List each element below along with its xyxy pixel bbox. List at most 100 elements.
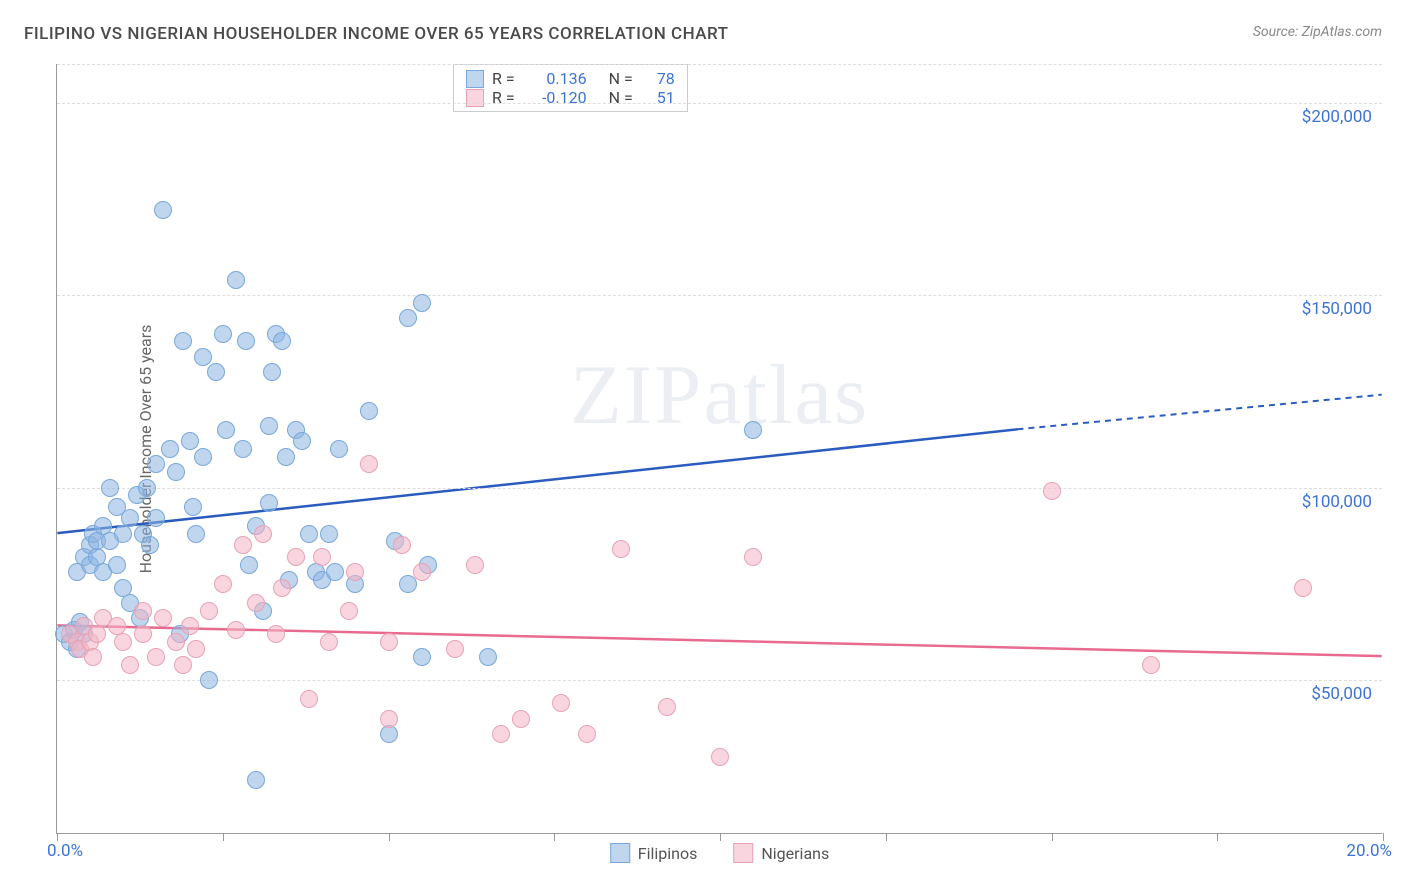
data-point: [200, 671, 218, 689]
data-point: [184, 498, 202, 516]
data-point: [380, 725, 398, 743]
data-point: [273, 332, 291, 350]
stats-box: R = 0.136N = 78R = -0.120N = 51: [453, 64, 688, 112]
data-point: [181, 617, 199, 635]
stats-n-label: N =: [609, 69, 633, 88]
stats-r-value: -0.120: [527, 88, 587, 107]
data-point: [227, 621, 245, 639]
data-point: [744, 548, 762, 566]
data-point: [413, 294, 431, 312]
data-point: [479, 648, 497, 666]
data-point: [346, 563, 364, 581]
data-point: [200, 602, 218, 620]
data-point: [247, 771, 265, 789]
grid-line: [57, 295, 1382, 296]
data-point: [194, 448, 212, 466]
data-point: [154, 201, 172, 219]
data-point: [512, 710, 530, 728]
data-point: [360, 455, 378, 473]
stats-n-value: 51: [645, 88, 675, 107]
legend-item: Nigerians: [733, 843, 829, 863]
data-point: [293, 432, 311, 450]
data-point: [393, 536, 411, 554]
data-point: [167, 633, 185, 651]
data-point: [114, 525, 132, 543]
legend-label: Filipinos: [638, 844, 698, 863]
y-tick-label: $100,000: [1302, 492, 1372, 512]
data-point: [413, 563, 431, 581]
legend-label: Nigerians: [761, 844, 829, 863]
data-point: [134, 625, 152, 643]
data-point: [263, 363, 281, 381]
data-point: [360, 402, 378, 420]
data-point: [277, 448, 295, 466]
data-point: [121, 509, 139, 527]
x-tick: [1383, 833, 1384, 841]
data-point: [194, 348, 212, 366]
data-point: [1142, 656, 1160, 674]
stats-row: R = -0.120N = 51: [466, 88, 675, 107]
x-axis-end-label: 20.0%: [1346, 841, 1392, 861]
data-point: [174, 656, 192, 674]
data-point: [744, 421, 762, 439]
data-point: [247, 594, 265, 612]
data-point: [141, 536, 159, 554]
data-point: [399, 309, 417, 327]
x-tick: [1052, 833, 1053, 841]
y-tick-label: $150,000: [1302, 299, 1372, 319]
x-tick: [1217, 833, 1218, 841]
x-tick: [57, 833, 58, 841]
data-point: [167, 463, 185, 481]
data-point: [326, 563, 344, 581]
data-point: [240, 556, 258, 574]
data-point: [108, 556, 126, 574]
stats-r-value: 0.136: [527, 69, 587, 88]
plot-area: ZIPatlas Householder Income Over 65 year…: [56, 64, 1382, 834]
data-point: [300, 525, 318, 543]
y-tick-label: $200,000: [1302, 107, 1372, 127]
data-point: [273, 579, 291, 597]
data-point: [84, 648, 102, 666]
data-point: [237, 332, 255, 350]
data-point: [154, 609, 172, 627]
data-point: [207, 363, 225, 381]
data-point: [101, 479, 119, 497]
data-point: [711, 748, 729, 766]
x-tick: [720, 833, 721, 841]
y-tick-label: $50,000: [1311, 684, 1372, 704]
data-point: [300, 690, 318, 708]
x-tick: [886, 833, 887, 841]
x-tick: [554, 833, 555, 841]
data-point: [340, 602, 358, 620]
grid-line: [57, 103, 1382, 104]
data-point: [88, 625, 106, 643]
data-point: [260, 417, 278, 435]
grid-line: [57, 64, 1382, 65]
data-point: [147, 509, 165, 527]
data-point: [413, 648, 431, 666]
legend: Filipinos Nigerians: [610, 843, 830, 863]
data-point: [114, 633, 132, 651]
x-axis-start-label: 0.0%: [47, 841, 83, 861]
data-point: [330, 440, 348, 458]
legend-swatch: [610, 843, 630, 863]
legend-item: Filipinos: [610, 843, 698, 863]
data-point: [187, 525, 205, 543]
grid-line: [57, 680, 1382, 681]
data-point: [380, 633, 398, 651]
data-point: [161, 440, 179, 458]
data-point: [147, 455, 165, 473]
data-point: [227, 271, 245, 289]
x-tick: [389, 833, 390, 841]
legend-swatch: [733, 843, 753, 863]
data-point: [552, 694, 570, 712]
data-point: [1043, 482, 1061, 500]
data-point: [492, 725, 510, 743]
source-label: Source: ZipAtlas.com: [1253, 24, 1382, 40]
data-point: [147, 648, 165, 666]
data-point: [134, 602, 152, 620]
data-point: [1294, 579, 1312, 597]
stats-r-label: R =: [492, 88, 515, 107]
data-point: [214, 325, 232, 343]
stats-row: R = 0.136N = 78: [466, 69, 675, 88]
